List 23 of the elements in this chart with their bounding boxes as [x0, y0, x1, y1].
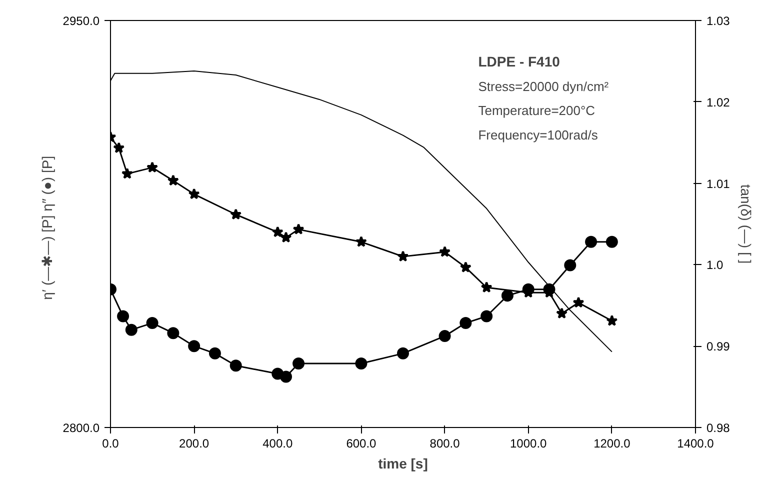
x-tick-label: 200.0: [179, 436, 210, 450]
y-tick-label: 2950.0: [62, 14, 100, 28]
annotation: Frequency=100rad/s: [478, 128, 598, 143]
y2-tick-label: 1.02: [706, 95, 730, 110]
x-axis-title: time [s]: [378, 456, 428, 472]
x-tick-label: 1200.0: [594, 436, 631, 450]
x-tick-label: 1400.0: [677, 436, 714, 450]
y-axis-title: η′ (—✱—) [P] η″ (●) [P]: [38, 156, 55, 300]
y2-axis-title: tan(δ) (—) [ ]: [738, 184, 754, 264]
y2-tick-label: 1.03: [706, 14, 730, 28]
x-tick-label: 1000.0: [510, 436, 548, 450]
annotation: Temperature=200°C: [478, 103, 596, 118]
y-tick-label: 2800.0: [62, 421, 100, 435]
annotation: LDPE - F410: [478, 53, 560, 70]
x-tick-label: 400.0: [262, 436, 293, 450]
annotation: Stress=20000 dyn/cm²: [478, 78, 610, 94]
y2-tick-label: 0.98: [706, 421, 730, 435]
x-tick-label: 600.0: [346, 436, 377, 450]
y2-tick-label: 1.01: [706, 176, 730, 191]
x-tick-label: 0.0: [102, 436, 120, 450]
y2-tick-label: 1.0: [706, 258, 724, 272]
x-tick-label: 800.0: [430, 436, 460, 450]
y2-tick-label: 0.99: [706, 340, 730, 354]
